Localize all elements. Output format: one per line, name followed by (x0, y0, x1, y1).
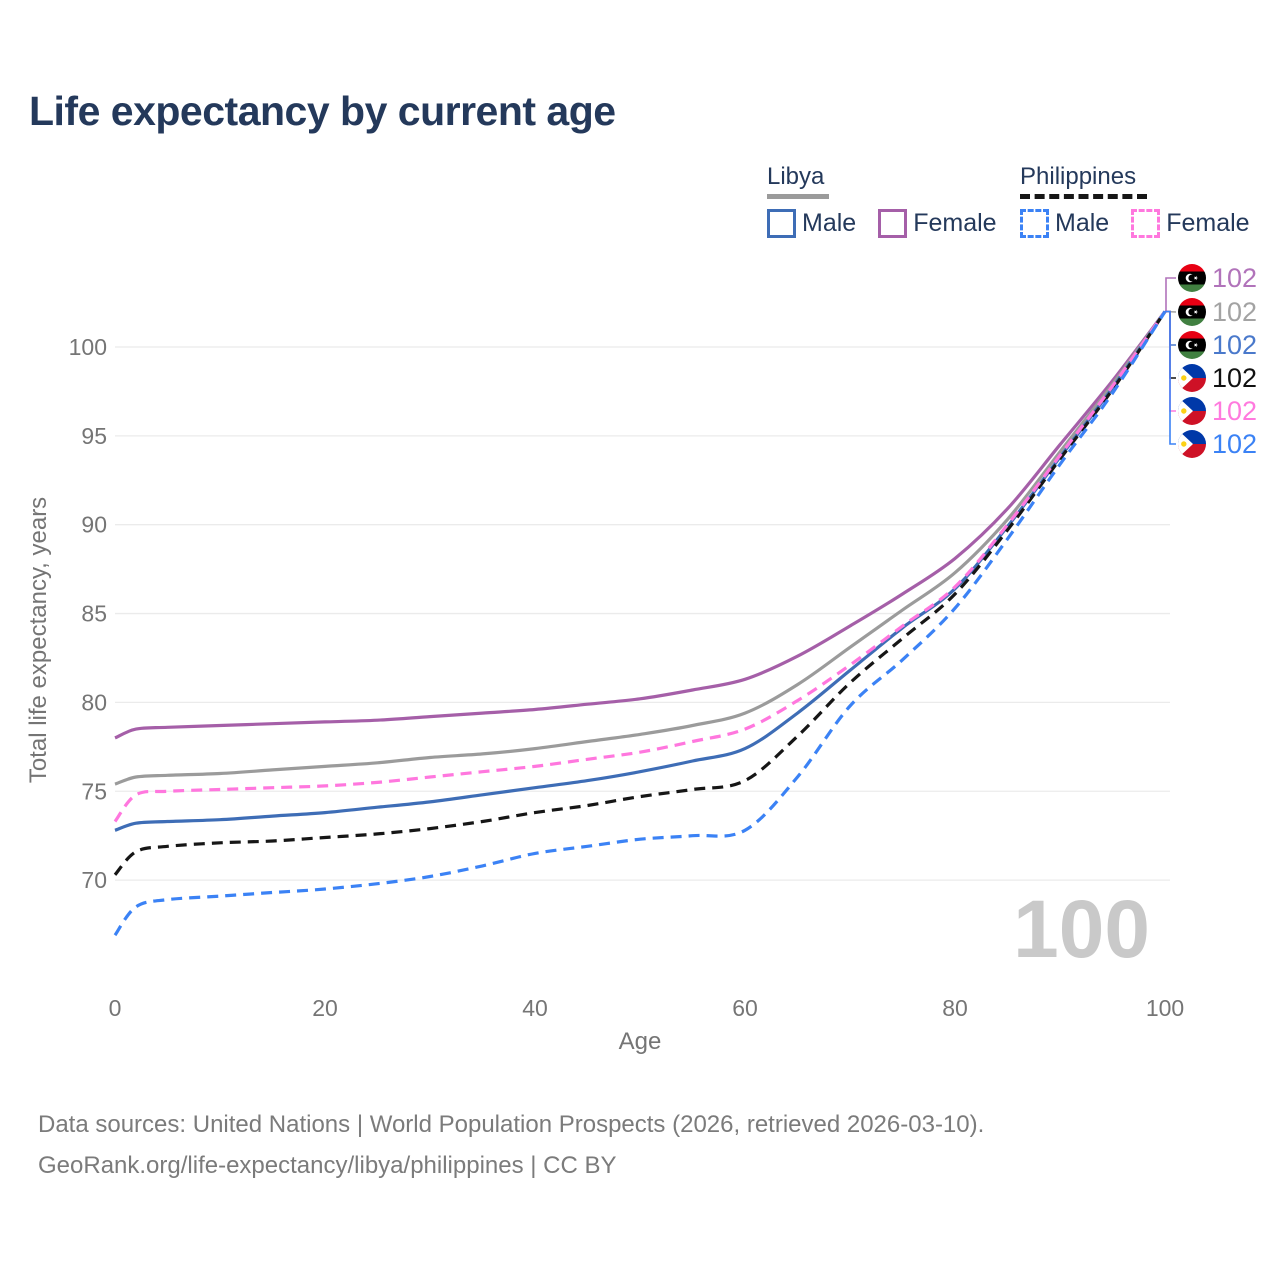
x-tick-60: 60 (732, 995, 758, 1021)
x-tick-20: 20 (312, 995, 338, 1021)
y-tick-80: 80 (81, 689, 107, 715)
philippines-female-label[interactable]: Female (1166, 209, 1250, 237)
page-title: Life expectancy by current age (29, 88, 616, 134)
end-value-ph_female: 102 (1212, 396, 1257, 426)
libya-flag-icon (1178, 264, 1206, 292)
series-line-libya_female[interactable] (114, 310, 1167, 740)
x-tick-0: 0 (109, 995, 122, 1021)
gridlines (115, 346, 1170, 881)
libya-male-swatch[interactable] (767, 209, 796, 238)
legend-country-libya[interactable]: Libya (767, 163, 825, 190)
footer: Data sources: United Nations | World Pop… (38, 1104, 984, 1186)
legend-group-philippines: Philippines Male Female (1020, 163, 1250, 238)
series-line-ph_male[interactable] (113, 310, 1167, 937)
end-value-ph_both: 102 (1212, 363, 1257, 393)
libya-female-swatch[interactable] (878, 209, 908, 238)
y-axis-title: Total life expectancy, years (25, 497, 52, 783)
end-value-libya_male: 102 (1212, 330, 1257, 360)
legend-group-libya: Libya Male Female (767, 163, 997, 238)
philippines-flag-icon (1178, 430, 1206, 458)
end-value-libya_both: 102 (1212, 297, 1257, 327)
hover-age-watermark: 100 (1013, 884, 1150, 975)
philippines-female-swatch[interactable] (1131, 209, 1161, 238)
axis-labels: 70 75 80 85 90 95 100 0 20 40 60 80 100 Age Total life… (25, 334, 1184, 1055)
libya-male-label[interactable]: Male (802, 209, 857, 237)
end-label-connector-libya_female (1165, 277, 1176, 313)
series-line-libya_both[interactable] (114, 310, 1167, 786)
y-tick-70: 70 (81, 867, 107, 893)
philippines-male-swatch[interactable] (1020, 209, 1049, 238)
data-sources-text: Data sources: United Nations | World Pop… (38, 1111, 985, 1138)
y-tick-85: 85 (81, 601, 107, 627)
libya-female-label[interactable]: Female (913, 209, 997, 237)
end-label-connector-ph_male (1165, 310, 1176, 445)
philippines-flag-icon (1178, 364, 1206, 392)
end-value-libya_female: 102 (1212, 263, 1257, 293)
philippines-linestyle-swatch (1020, 194, 1147, 199)
x-tick-100: 100 (1146, 995, 1184, 1021)
philippines-male-label[interactable]: Male (1055, 209, 1110, 237)
y-tick-95: 95 (81, 423, 107, 449)
end-value-ph_male: 102 (1212, 429, 1257, 459)
y-tick-75: 75 (81, 778, 107, 804)
age-hover-value: 100 (1013, 884, 1150, 975)
series-line-ph_both[interactable] (113, 310, 1167, 876)
x-axis-title: Age (619, 1028, 662, 1055)
philippines-flag-icon (1178, 397, 1206, 425)
y-tick-90: 90 (81, 512, 107, 538)
series-lines[interactable] (113, 310, 1167, 937)
libya-flag-icon (1178, 298, 1206, 326)
x-tick-80: 80 (942, 995, 968, 1021)
x-tick-40: 40 (522, 995, 548, 1021)
legend-country-philippines[interactable]: Philippines (1020, 163, 1137, 190)
libya-flag-icon (1178, 331, 1206, 359)
attribution-text: GeoRank.org/life-expectancy/libya/philip… (38, 1152, 617, 1179)
libya-linestyle-swatch (767, 194, 829, 199)
series-line-ph_female[interactable] (113, 310, 1167, 823)
y-tick-100: 100 (69, 334, 107, 360)
